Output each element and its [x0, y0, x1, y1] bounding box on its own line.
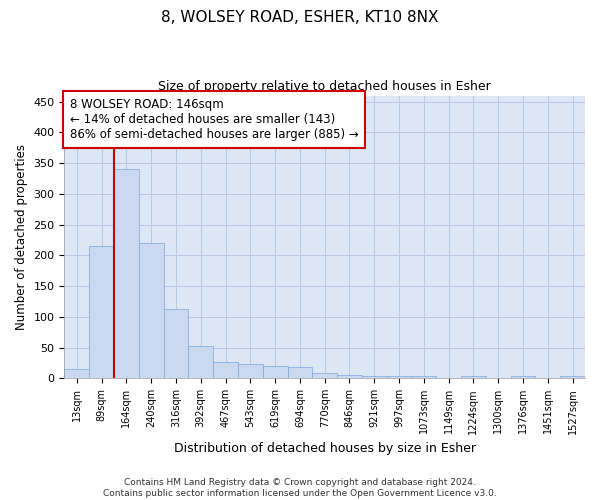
Bar — [362, 376, 386, 378]
Text: 8 WOLSEY ROAD: 146sqm
← 14% of detached houses are smaller (143)
86% of semi-det: 8 WOLSEY ROAD: 146sqm ← 14% of detached … — [70, 98, 358, 142]
Bar — [164, 310, 188, 378]
Bar — [89, 246, 114, 378]
Text: Contains HM Land Registry data © Crown copyright and database right 2024.
Contai: Contains HM Land Registry data © Crown c… — [103, 478, 497, 498]
Bar — [386, 376, 412, 378]
Bar — [114, 170, 139, 378]
Bar — [238, 364, 263, 378]
Text: 8, WOLSEY ROAD, ESHER, KT10 8NX: 8, WOLSEY ROAD, ESHER, KT10 8NX — [161, 10, 439, 25]
Title: Size of property relative to detached houses in Esher: Size of property relative to detached ho… — [158, 80, 491, 93]
Y-axis label: Number of detached properties: Number of detached properties — [15, 144, 28, 330]
Bar — [213, 362, 238, 378]
Bar — [560, 376, 585, 378]
Bar — [263, 366, 287, 378]
Bar — [461, 376, 486, 378]
Bar — [188, 346, 213, 378]
Bar — [139, 243, 164, 378]
Bar — [511, 376, 535, 378]
X-axis label: Distribution of detached houses by size in Esher: Distribution of detached houses by size … — [174, 442, 476, 455]
Bar — [313, 373, 337, 378]
Bar — [337, 374, 362, 378]
Bar — [412, 376, 436, 378]
Bar — [287, 368, 313, 378]
Bar — [64, 369, 89, 378]
